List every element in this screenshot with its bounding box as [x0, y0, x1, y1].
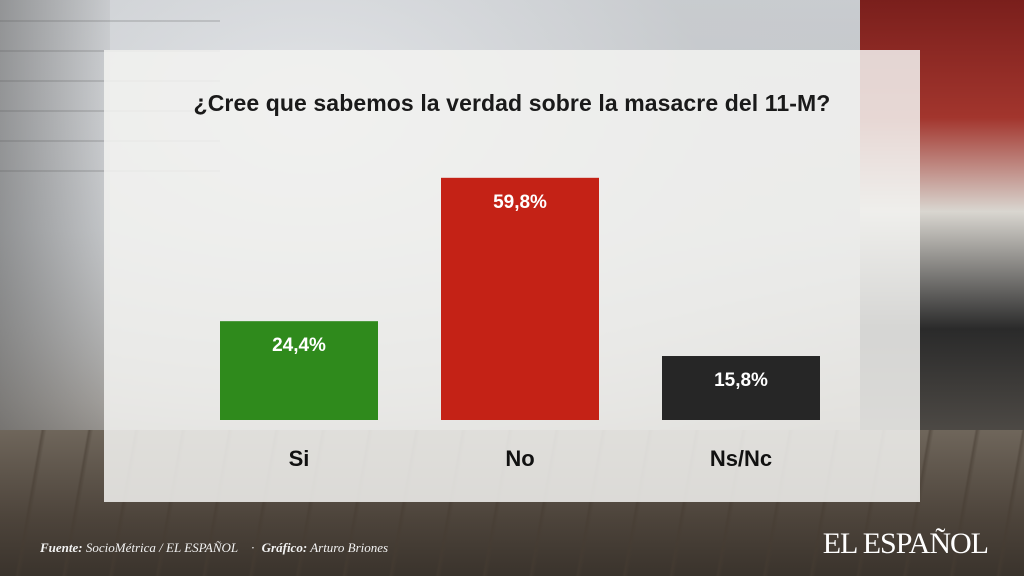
source-label: Fuente:	[40, 540, 83, 555]
footer-credits: Fuente: SocioMétrica / EL ESPAÑOL · Gráf…	[40, 540, 388, 556]
bar-ns-nc	[662, 356, 820, 420]
bar-no	[441, 177, 599, 420]
graphic-value: Arturo Briones	[310, 540, 389, 555]
footer-separator: ·	[251, 540, 255, 555]
category-label: No	[505, 446, 534, 471]
source-value: SocioMétrica / EL ESPAÑOL	[85, 540, 238, 555]
graphic-label: Gráfico:	[261, 540, 308, 555]
chart-title: ¿Cree que sabemos la verdad sobre la mas…	[193, 90, 831, 116]
bar-value-label: 24,4%	[272, 335, 326, 356]
bar-si	[220, 321, 378, 420]
bar-value-label: 59,8%	[493, 192, 547, 213]
category-label: Ns/Nc	[710, 446, 772, 471]
brand-logo: EL ESPAÑOL	[822, 527, 989, 560]
bar-value-label: 15,8%	[714, 370, 768, 391]
category-label: Si	[289, 446, 310, 471]
